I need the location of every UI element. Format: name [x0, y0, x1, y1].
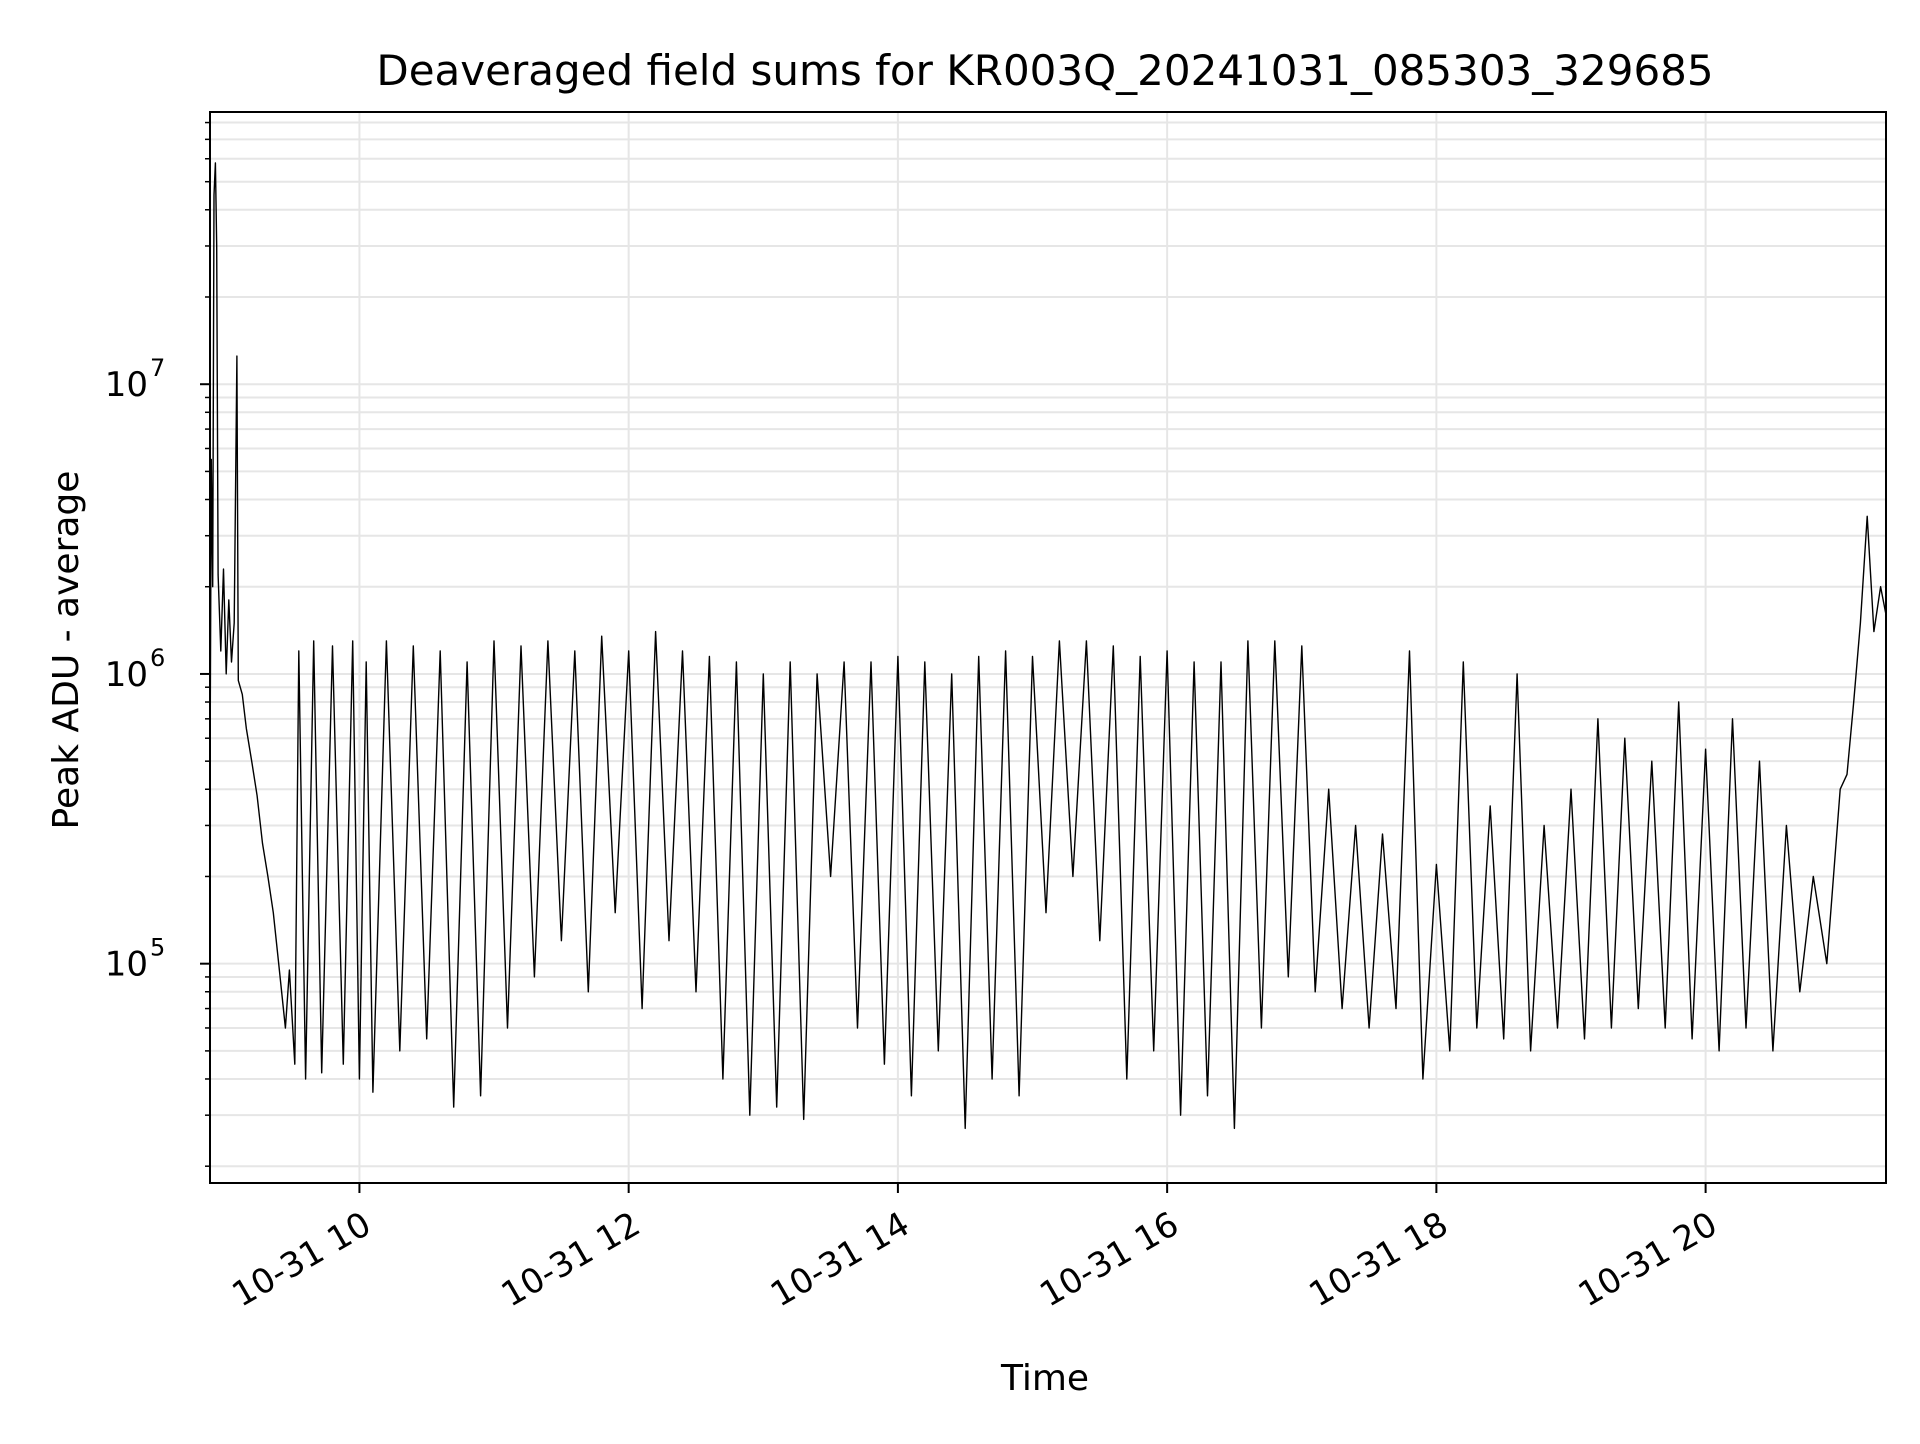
y-tick-label: 10 [105, 655, 148, 695]
series-line-0 [210, 162, 1886, 1130]
minor-gridlines [210, 121, 1886, 1168]
y-tick-exponent: 7 [150, 354, 165, 382]
y-axis-label: Peak ADU - average [46, 471, 87, 830]
chart-title: Deaveraged field sums for KR003Q_2024103… [376, 46, 1713, 95]
y-tick-exponent: 6 [150, 644, 165, 672]
plot-frame [209, 111, 1887, 1184]
y-tick-label: 10 [105, 945, 148, 985]
y-tick-label: 10 [105, 365, 148, 405]
y-tick-exponent: 5 [150, 934, 165, 962]
series-layer [210, 162, 1886, 1130]
x-axis-label: Time [1000, 1358, 1089, 1399]
major-gridlines [210, 112, 1886, 1183]
